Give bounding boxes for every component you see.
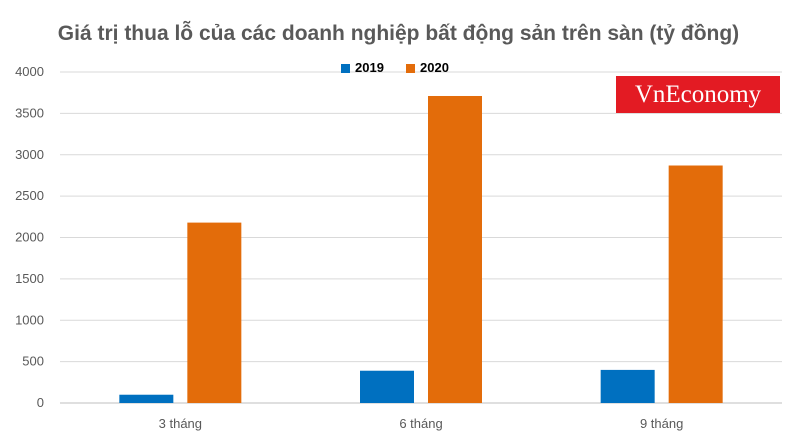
chart-title: Giá trị thua lỗ của các doanh nghiệp bất… [57,22,740,45]
y-tick-label: 3000 [15,147,44,162]
x-tick-label: 6 tháng [399,416,442,431]
bar-2019-0 [119,394,174,403]
gridlines [60,71,782,404]
y-axis-ticks: 0 500 1000 1500 2000 2500 3000 3500 4000 [15,64,44,410]
x-tick-label: 3 tháng [159,416,202,431]
bar-2020-1 [428,95,482,403]
y-tick-label: 500 [22,354,44,369]
x-axis-ticks: 3 tháng 6 tháng 9 tháng [159,416,684,431]
y-tick-label: 1000 [15,312,44,327]
bar-2019-1 [360,370,414,403]
bar-2019-2 [600,369,655,403]
legend-label-2019: 2019 [355,60,384,75]
y-tick-label: 0 [37,395,44,410]
legend-label-2020: 2020 [420,60,449,75]
bar-2020-0 [187,222,242,403]
y-tick-label: 2000 [15,230,44,245]
bar-2020-2 [668,165,723,403]
legend: 2019 2020 [341,60,449,75]
legend-swatch-2020 [406,64,415,73]
legend-swatch-2019 [341,64,350,73]
y-tick-label: 1500 [15,271,44,286]
y-tick-label: 3500 [15,105,44,120]
x-tick-label: 9 tháng [640,416,683,431]
y-tick-label: 4000 [15,64,44,79]
vneconomy-logo: VnEconomy [616,76,780,113]
y-tick-label: 2500 [15,188,44,203]
bars [119,95,723,403]
